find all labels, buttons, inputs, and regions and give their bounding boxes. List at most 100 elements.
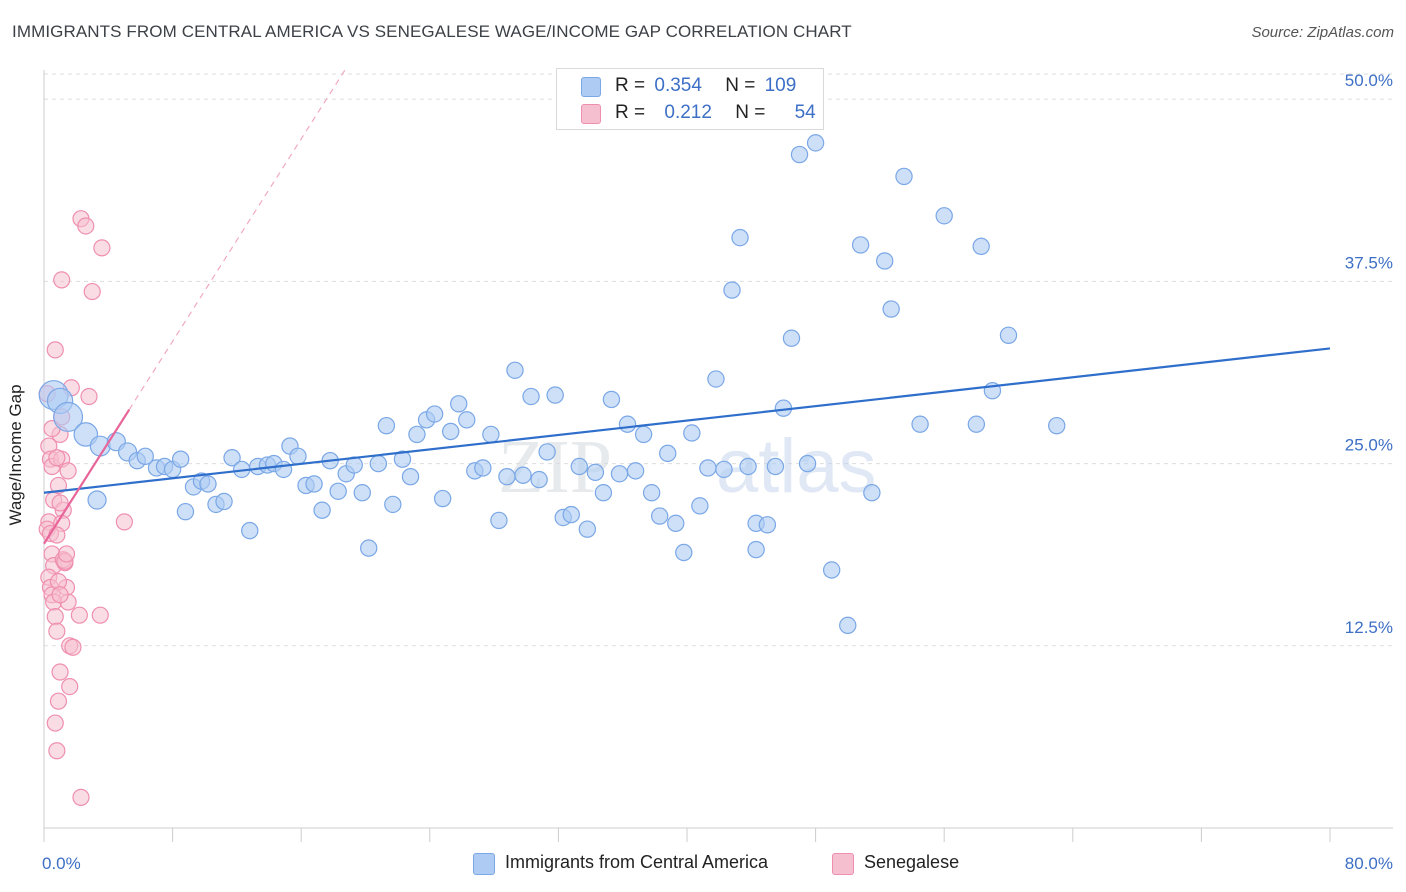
central-america-point <box>675 543 693 562</box>
central-america-point <box>171 450 190 468</box>
chart-source: Source: ZipAtlas.com <box>1251 24 1394 41</box>
central-america-point <box>967 415 986 433</box>
central-america-point <box>562 505 580 524</box>
central-america-point <box>401 467 420 486</box>
central-america-point <box>506 361 524 379</box>
central-america-point <box>176 502 195 521</box>
senegalese-point <box>53 271 71 289</box>
central-america-point <box>758 516 777 534</box>
central-america-point <box>353 484 371 502</box>
correlation-legend: R = 0.354 N = 109 R = 0.212 N = 54 <box>556 68 824 130</box>
central-america-point <box>199 475 217 493</box>
senegalese-point <box>51 586 69 604</box>
central-america-point <box>851 236 870 254</box>
central-america-point <box>408 425 426 444</box>
legend-n-label: N = <box>735 102 766 123</box>
central-america-point <box>223 449 241 467</box>
senegalese-point <box>93 239 111 257</box>
legend-n-value: 54 <box>794 102 816 123</box>
central-america-point <box>289 447 307 465</box>
legend-swatch-pink <box>581 104 601 124</box>
central-america-point <box>474 459 492 477</box>
legend-swatch-blue <box>581 77 601 97</box>
central-america-point <box>723 281 741 299</box>
central-america-point <box>393 450 412 468</box>
senegalese-point <box>49 692 68 710</box>
senegalese-point <box>61 678 79 696</box>
central-america-point <box>747 540 765 559</box>
central-america-point <box>369 454 388 473</box>
central-america-point <box>634 425 653 444</box>
central-america-point <box>360 539 378 557</box>
central-america-point <box>766 457 785 476</box>
central-america-point <box>578 520 597 538</box>
y-axis-label: Wage/Income Gap <box>6 384 25 526</box>
central-america-trend-line <box>43 347 1331 494</box>
senegalese-point <box>51 663 69 681</box>
senegalese-point <box>77 217 95 235</box>
central-america-point <box>895 167 913 186</box>
central-america-point <box>377 416 396 435</box>
senegalese-point <box>46 714 64 732</box>
central-america-point <box>839 616 857 635</box>
central-america-point <box>602 390 621 409</box>
central-america-point <box>514 466 532 484</box>
central-america-point <box>425 405 444 423</box>
senegalese-point <box>49 476 68 495</box>
central-america-point <box>876 252 894 270</box>
central-america-point <box>538 443 556 461</box>
tick-labels: 12.5% 25.0% 37.5% 50.0% 0.0% 80.0% <box>42 71 1393 873</box>
central-america-point <box>313 501 331 519</box>
central-america-point <box>530 470 548 489</box>
y-tick-label: 37.5% <box>1345 253 1393 272</box>
central-america-point <box>822 561 841 579</box>
central-america-point <box>482 425 500 444</box>
senegalese-point <box>64 638 82 656</box>
central-america-points <box>38 134 1066 635</box>
central-america-point <box>739 457 757 476</box>
bottom-legend-label: Senegalese <box>864 852 960 872</box>
central-america-point <box>610 465 629 483</box>
central-america-point <box>707 370 725 388</box>
central-america-point <box>136 447 154 465</box>
central-america-point <box>972 237 990 256</box>
legend-r-label: R = <box>615 102 646 123</box>
legend-n-label: N = <box>725 75 756 96</box>
central-america-point <box>450 395 468 413</box>
central-america-point <box>790 145 809 164</box>
senegalese-point <box>48 526 66 544</box>
bottom-legend-swatch-pink <box>832 853 854 875</box>
senegalese-point <box>83 282 101 301</box>
legend-n-value: 109 <box>764 75 797 96</box>
trend-lines <box>43 69 1331 545</box>
central-america-point <box>618 415 637 433</box>
y-tick-label: 50.0% <box>1345 71 1393 90</box>
central-america-point <box>1048 416 1066 435</box>
central-america-point <box>935 207 953 225</box>
central-america-point <box>441 422 460 441</box>
central-america-point <box>458 411 476 429</box>
bottom-legend-swatch-blue <box>473 853 495 875</box>
senegalese-point <box>59 462 77 480</box>
central-america-point <box>433 489 452 508</box>
senegalese-point <box>91 606 109 624</box>
central-america-point <box>806 134 825 152</box>
central-america-point <box>798 454 817 473</box>
central-america-point <box>691 497 709 515</box>
chart-title: IMMIGRANTS FROM CENTRAL AMERICA VS SENEG… <box>12 22 852 41</box>
central-america-point <box>911 415 929 433</box>
central-america-point <box>999 326 1018 344</box>
central-america-point <box>570 457 588 476</box>
central-america-point <box>667 514 685 533</box>
senegalese-point <box>70 606 88 624</box>
senegalese-point <box>46 608 64 626</box>
senegalese-point <box>115 513 133 531</box>
x-tick-label-min: 0.0% <box>42 854 81 873</box>
central-america-point <box>699 459 717 477</box>
central-america-point <box>731 228 749 247</box>
central-america-point <box>626 462 645 480</box>
senegalese-trend-line <box>43 409 131 545</box>
senegalese-point <box>48 622 66 640</box>
central-america-point <box>87 490 107 510</box>
x-tick-label-max: 80.0% <box>1345 854 1393 873</box>
